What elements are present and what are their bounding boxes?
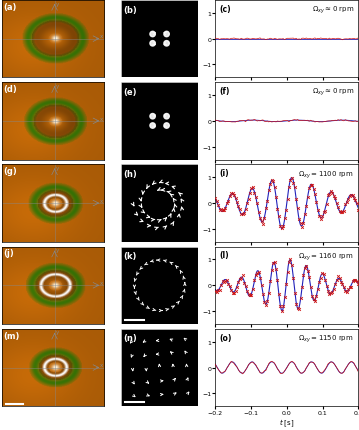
Circle shape bbox=[164, 114, 169, 120]
Text: y: y bbox=[56, 83, 60, 89]
Text: $\Omega_{xy}$$=$1160 rpm: $\Omega_{xy}$$=$1160 rpm bbox=[298, 251, 354, 262]
Circle shape bbox=[150, 32, 155, 37]
Text: (n): (n) bbox=[123, 334, 136, 343]
Text: (f): (f) bbox=[220, 87, 230, 96]
Y-axis label: $\mathcal{D}_{xy}$ [n.u.]: $\mathcal{D}_{xy}$ [n.u.] bbox=[190, 354, 201, 381]
Circle shape bbox=[164, 32, 169, 37]
Text: (b): (b) bbox=[123, 6, 136, 15]
Text: $\Omega_{xy}$$\approx$0 rpm: $\Omega_{xy}$$\approx$0 rpm bbox=[312, 5, 354, 16]
Text: (h): (h) bbox=[123, 169, 136, 178]
Y-axis label: $\mathcal{D}_{xy}$ [n.u.]: $\mathcal{D}_{xy}$ [n.u.] bbox=[190, 272, 201, 299]
X-axis label: $t$ [s]: $t$ [s] bbox=[279, 417, 294, 428]
Text: x: x bbox=[100, 34, 103, 39]
Text: (j): (j) bbox=[4, 249, 14, 258]
Text: (g): (g) bbox=[4, 167, 17, 176]
Text: y: y bbox=[56, 248, 60, 252]
Text: (o): (o) bbox=[220, 333, 232, 342]
Circle shape bbox=[150, 123, 155, 129]
Circle shape bbox=[150, 41, 155, 47]
Text: y: y bbox=[56, 330, 60, 335]
Text: (m): (m) bbox=[4, 331, 20, 340]
Text: (d): (d) bbox=[4, 85, 17, 94]
Text: y: y bbox=[56, 1, 60, 6]
Y-axis label: $\mathcal{D}_{xy}$ [n.u.]: $\mathcal{D}_{xy}$ [n.u.] bbox=[190, 108, 201, 135]
Text: (a): (a) bbox=[4, 3, 17, 12]
Text: $\Omega_{xy}$$=$1150 rpm: $\Omega_{xy}$$=$1150 rpm bbox=[298, 333, 354, 344]
Text: y: y bbox=[56, 166, 60, 171]
Text: x: x bbox=[100, 198, 103, 203]
Y-axis label: $\mathcal{D}_{xy}$ [n.u.]: $\mathcal{D}_{xy}$ [n.u.] bbox=[190, 26, 201, 53]
Circle shape bbox=[150, 114, 155, 120]
Text: $\Omega_{xy}$$\approx$0 rpm: $\Omega_{xy}$$\approx$0 rpm bbox=[312, 87, 354, 98]
Text: x: x bbox=[100, 280, 103, 286]
Text: (e): (e) bbox=[123, 88, 136, 96]
Text: $\Omega_{xy}$$=$1100 rpm: $\Omega_{xy}$$=$1100 rpm bbox=[298, 169, 354, 180]
Text: x: x bbox=[100, 116, 103, 121]
Text: (i): (i) bbox=[220, 169, 229, 178]
Text: x: x bbox=[100, 362, 103, 367]
Text: (l): (l) bbox=[220, 251, 229, 260]
Text: (c): (c) bbox=[220, 5, 231, 14]
Y-axis label: $\mathcal{D}_{xy}$ [n.u.]: $\mathcal{D}_{xy}$ [n.u.] bbox=[190, 190, 201, 217]
Circle shape bbox=[164, 41, 169, 47]
Circle shape bbox=[164, 123, 169, 129]
Text: (k): (k) bbox=[123, 252, 136, 261]
